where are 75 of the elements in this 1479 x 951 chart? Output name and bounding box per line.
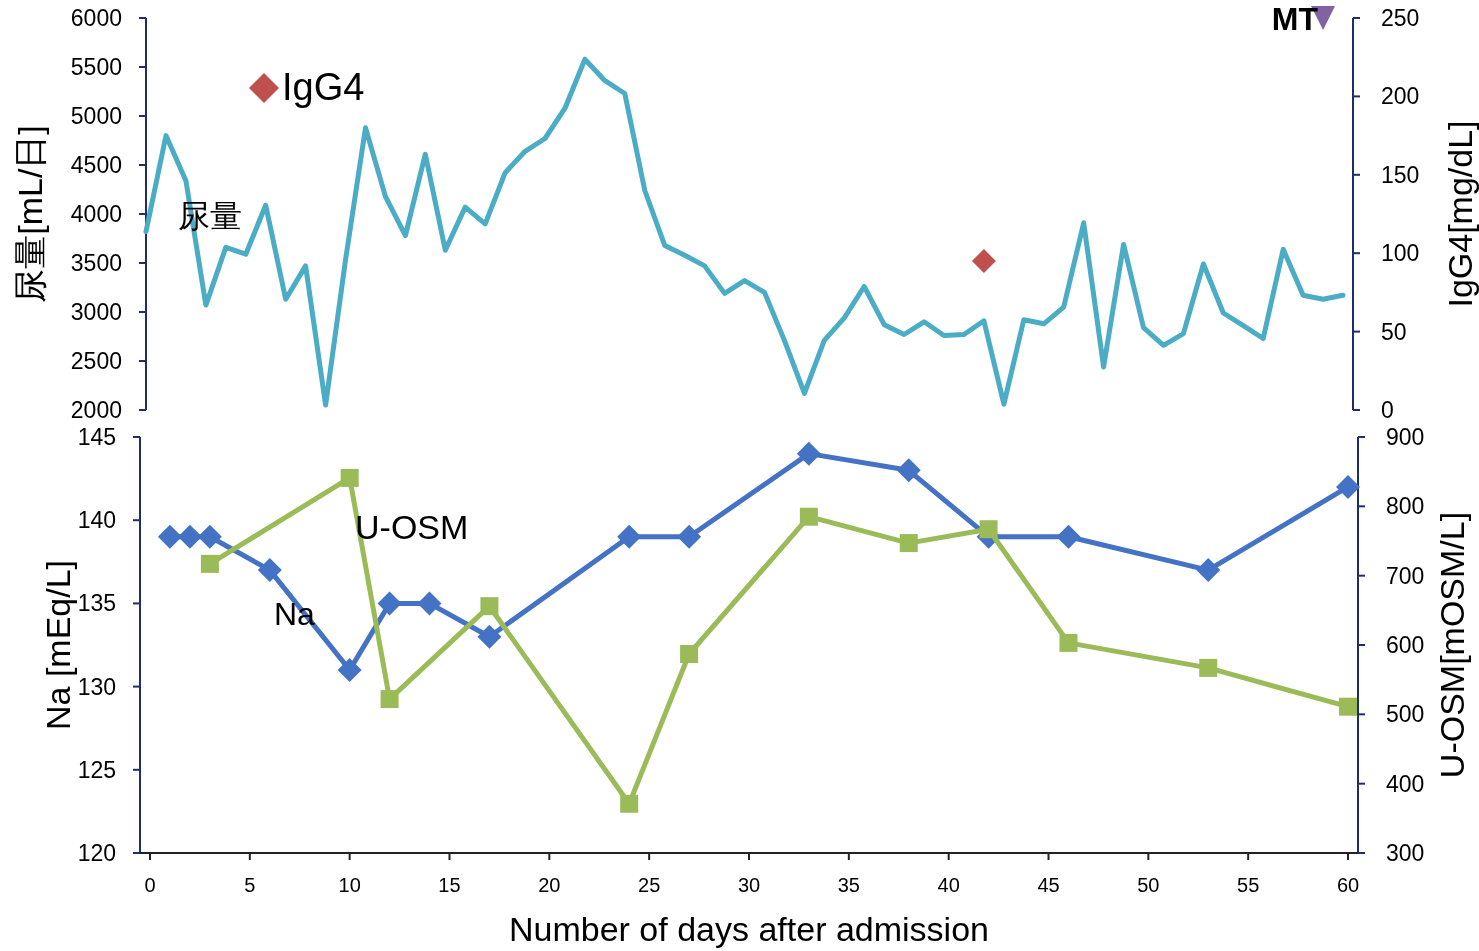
y-tick-label: 6000	[70, 5, 122, 31]
y-tick-label: 2500	[70, 348, 122, 374]
y-tick-label: 2000	[70, 397, 122, 423]
y2-tick-label: 900	[1386, 424, 1425, 450]
y-tick-label: 130	[77, 673, 116, 700]
x-axis-title: Number of days after admission	[509, 910, 989, 948]
y2-tick-label: 600	[1386, 632, 1425, 658]
x-tick-label: 0	[144, 874, 156, 896]
x-tick-label: 40	[937, 874, 960, 896]
y2-tick-label: 150	[1381, 161, 1420, 188]
x-tick-label: 45	[1037, 874, 1060, 896]
point	[197, 524, 222, 549]
y2-tick-label: 500	[1386, 701, 1425, 728]
point	[157, 524, 182, 549]
point	[617, 524, 642, 549]
point	[1336, 474, 1361, 499]
point	[796, 441, 821, 466]
point	[620, 794, 639, 813]
x-tick-label: 25	[638, 874, 661, 896]
y2-axis-title: IgG4[mg/dL]	[1441, 120, 1479, 308]
y2-tick-label: 700	[1386, 562, 1425, 589]
y-tick-label: 125	[77, 756, 116, 783]
y-tick-label: 4500	[70, 152, 122, 178]
point	[677, 524, 702, 549]
y-tick-label: 5500	[70, 54, 122, 80]
point	[177, 524, 202, 549]
y2-tick-label: 400	[1386, 770, 1425, 797]
x-tick-label: 55	[1237, 874, 1260, 896]
x-tick-label: 60	[1336, 874, 1360, 896]
x-tick-label: 30	[737, 874, 761, 896]
y-axis-title: Na [mEq/L]	[39, 559, 77, 731]
y-tick-label: 135	[77, 590, 116, 617]
point	[896, 458, 921, 483]
point	[480, 597, 499, 616]
y2-tick-label: 250	[1381, 5, 1420, 31]
point	[377, 591, 402, 616]
y2-axis-title: U-OSM[mOSM/L]	[1433, 511, 1471, 779]
point	[979, 520, 998, 539]
y-tick-label: 140	[77, 507, 116, 534]
point	[1339, 697, 1358, 716]
y2-tick-label: 200	[1381, 83, 1420, 110]
y2-tick-label: 50	[1381, 318, 1407, 345]
point	[200, 554, 219, 573]
point	[417, 591, 442, 616]
y-tick-label: 3000	[70, 299, 122, 325]
x-tick-label: 15	[438, 874, 461, 896]
point	[477, 624, 502, 649]
x-tick-label: 10	[338, 874, 361, 896]
point	[1056, 524, 1081, 549]
point	[680, 645, 699, 664]
point	[337, 657, 362, 682]
point	[1199, 658, 1218, 677]
y-tick-label: 4000	[70, 201, 122, 227]
point	[1059, 633, 1078, 652]
point	[257, 558, 282, 583]
point	[1196, 558, 1221, 583]
y2-tick-label: 100	[1381, 240, 1420, 267]
y-tick-label: 5000	[70, 103, 122, 129]
legend-label: IgG4	[282, 66, 365, 108]
x-tick-label: 5	[244, 874, 256, 896]
y-tick-label: 120	[77, 840, 116, 866]
series-label: MT	[1271, 1, 1319, 37]
y2-tick-label: 0	[1381, 397, 1394, 423]
x-tick-label: 35	[837, 874, 860, 896]
y2-tick-label: 300	[1386, 840, 1425, 866]
y-tick-label: 145	[77, 424, 116, 450]
point	[340, 468, 359, 487]
y2-tick-label: 800	[1386, 493, 1425, 520]
y-axis-title: 尿量[mL/日]	[11, 125, 49, 303]
point	[380, 690, 399, 709]
point	[899, 534, 918, 553]
y-tick-label: 3500	[70, 250, 122, 276]
x-tick-label: 50	[1137, 874, 1160, 896]
x-tick-label: 20	[538, 874, 561, 896]
point	[799, 507, 818, 526]
